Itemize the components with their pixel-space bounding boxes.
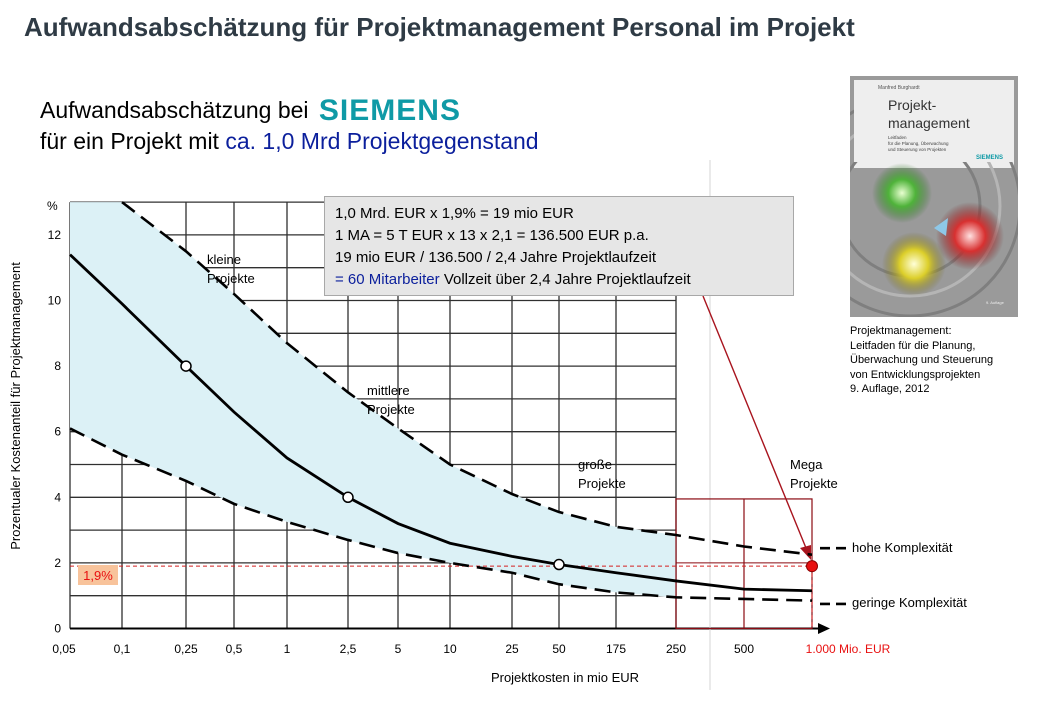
series-mid-point-2 bbox=[180, 360, 192, 372]
formula-line4: = 60 Mitarbeiter Vollzeit über 2,4 Jahre… bbox=[335, 269, 783, 291]
x-tick-label-10: 175 bbox=[606, 642, 626, 656]
y-tick-label-4: 8 bbox=[54, 359, 61, 373]
book-caption-line2: Leitfaden für die Planung, bbox=[850, 339, 976, 352]
book-subtitle-line2: für die Planung, Überwachung bbox=[888, 140, 949, 146]
region-label-mega-line2: Projekte bbox=[790, 476, 838, 491]
book-subtitle-line3: und Steuerung von Projekten bbox=[888, 147, 947, 152]
book-edition: 9. Auflage bbox=[986, 300, 1005, 305]
book-cover-art: Manfred Burghardt Projekt- management Le… bbox=[850, 76, 1018, 317]
chart-band bbox=[70, 202, 676, 598]
chart-series bbox=[69, 201, 813, 602]
y-tick-label-2: 4 bbox=[54, 490, 61, 504]
y-unit-label: % bbox=[47, 199, 58, 213]
formula-line3: 19 mio EUR / 136.500 / 2,4 Jahre Projekt… bbox=[335, 249, 657, 266]
y-tick-label-0: 0 bbox=[54, 622, 61, 636]
x-tick-label-9: 50 bbox=[552, 642, 566, 656]
yellow-target-icon bbox=[882, 232, 946, 296]
x-tick-label-12: 500 bbox=[734, 642, 754, 656]
y-tick-label-5: 10 bbox=[48, 294, 62, 308]
book-caption-line5: 9. Auflage, 2012 bbox=[850, 383, 930, 396]
y-axis-label: Prozentualer Kostenanteil für Projektman… bbox=[8, 262, 23, 550]
callout-arrowhead bbox=[800, 545, 811, 560]
x-tick-label-0: 0,05 bbox=[52, 642, 76, 656]
triangle-icon bbox=[934, 218, 948, 236]
region-label-medium-line1: mittlere bbox=[367, 383, 410, 398]
x-tick-label-8: 25 bbox=[505, 642, 519, 656]
red-target-icon bbox=[936, 202, 1004, 270]
series-mid-point-5 bbox=[342, 491, 354, 504]
slide-title: Aufwandsabschätzung für Projektmanagemen… bbox=[24, 12, 855, 42]
green-target-icon bbox=[872, 163, 932, 223]
formula-line2: 1 MA = 5 T EUR x 13 x 2,1 = 136.500 EUR … bbox=[335, 227, 649, 244]
book-title-line1: Projekt- bbox=[888, 97, 937, 113]
region-label-mega-line1: Mega bbox=[790, 457, 823, 472]
heading-line2: für ein Projekt mit ca. 1,0 Mrd Projektg… bbox=[40, 128, 539, 155]
region-label-medium-line2: Projekte bbox=[367, 402, 415, 417]
heading-line1: Aufwandsabschätzung bei SIEMENS bbox=[40, 94, 461, 128]
book-title-line2: management bbox=[888, 115, 970, 131]
region-label-small-line1: kleine bbox=[207, 252, 241, 267]
book-caption-line4: von Entwicklungsprojekten bbox=[850, 368, 981, 381]
book-publisher: SIEMENS bbox=[976, 155, 1003, 161]
book-subtitle-line1: Leitfaden bbox=[888, 135, 907, 140]
heading-line2-accent: ca. 1,0 Mrd Projektgegenstand bbox=[225, 128, 539, 154]
y-tick-label-6: 12 bbox=[48, 228, 62, 242]
series-mid-point-9 bbox=[553, 558, 565, 571]
region-label-large-line2: Projekte bbox=[578, 476, 626, 491]
x-tick-label-4: 1 bbox=[284, 642, 291, 656]
x-tick-label-6: 5 bbox=[395, 642, 402, 656]
y-tick-label-1: 2 bbox=[54, 556, 61, 570]
low-complexity-label: geringe Komplexität bbox=[852, 595, 967, 610]
book-cover: Manfred Burghardt Projekt- management Le… bbox=[850, 76, 1018, 317]
x-tick-label-5: 2,5 bbox=[340, 642, 357, 656]
heading-line2-prefix: für ein Projekt mit bbox=[40, 128, 219, 154]
chart-points bbox=[180, 360, 565, 571]
callout-arrow-line bbox=[702, 295, 807, 549]
x-tick-label-13: 1.000 Mio. EUR bbox=[806, 642, 891, 656]
siemens-logo: SIEMENS bbox=[318, 94, 461, 127]
x-axis-label: Projektkosten in mio EUR bbox=[491, 670, 639, 685]
book-author: Manfred Burghardt bbox=[878, 85, 920, 91]
x-tick-label-1: 0,1 bbox=[114, 642, 131, 656]
series-mid-line bbox=[69, 253, 813, 593]
book-caption-line1: Projektmanagement: bbox=[850, 325, 952, 337]
y-tick-label-3: 6 bbox=[54, 425, 61, 439]
x-axis-arrowhead bbox=[818, 623, 830, 634]
formula-line4-accent: = 60 Mitarbeiter bbox=[335, 271, 440, 288]
high-complexity-label: hohe Komplexität bbox=[852, 540, 953, 555]
book-caption: Projektmanagement: Leitfaden für die Pla… bbox=[850, 324, 993, 397]
x-tick-label-11: 250 bbox=[666, 642, 686, 656]
formula-box: 1,0 Mrd. EUR x 1,9% = 19 mio EUR 1 MA = … bbox=[324, 196, 794, 296]
x-tick-label-2: 0,25 bbox=[174, 642, 198, 656]
formula-line4-rest: Vollzeit über 2,4 Jahre Projektlaufzeit bbox=[443, 271, 691, 288]
chart-overlay bbox=[70, 295, 846, 630]
x-tick-label-3: 0,5 bbox=[226, 642, 243, 656]
marker-label: 1,9% bbox=[83, 568, 113, 583]
region-label-large-line1: große bbox=[578, 457, 612, 472]
marker-point bbox=[806, 560, 818, 573]
book-caption-line3: Überwachung und Steuerung bbox=[850, 354, 994, 367]
series-high-line bbox=[121, 201, 813, 556]
chart-ticks: 0,05 0,1 0,25 0,5 1 2,5 5 10 25 50 175 250 500 1.000 … bbox=[48, 228, 891, 656]
marker-label-bg bbox=[78, 565, 118, 585]
region-label-small-line2: Projekte bbox=[207, 271, 255, 286]
heading-prefix: Aufwandsabschätzung bei bbox=[40, 97, 309, 123]
x-tick-label-7: 10 bbox=[443, 642, 457, 656]
formula-line1: 1,0 Mrd. EUR x 1,9% = 19 mio EUR bbox=[335, 205, 574, 222]
